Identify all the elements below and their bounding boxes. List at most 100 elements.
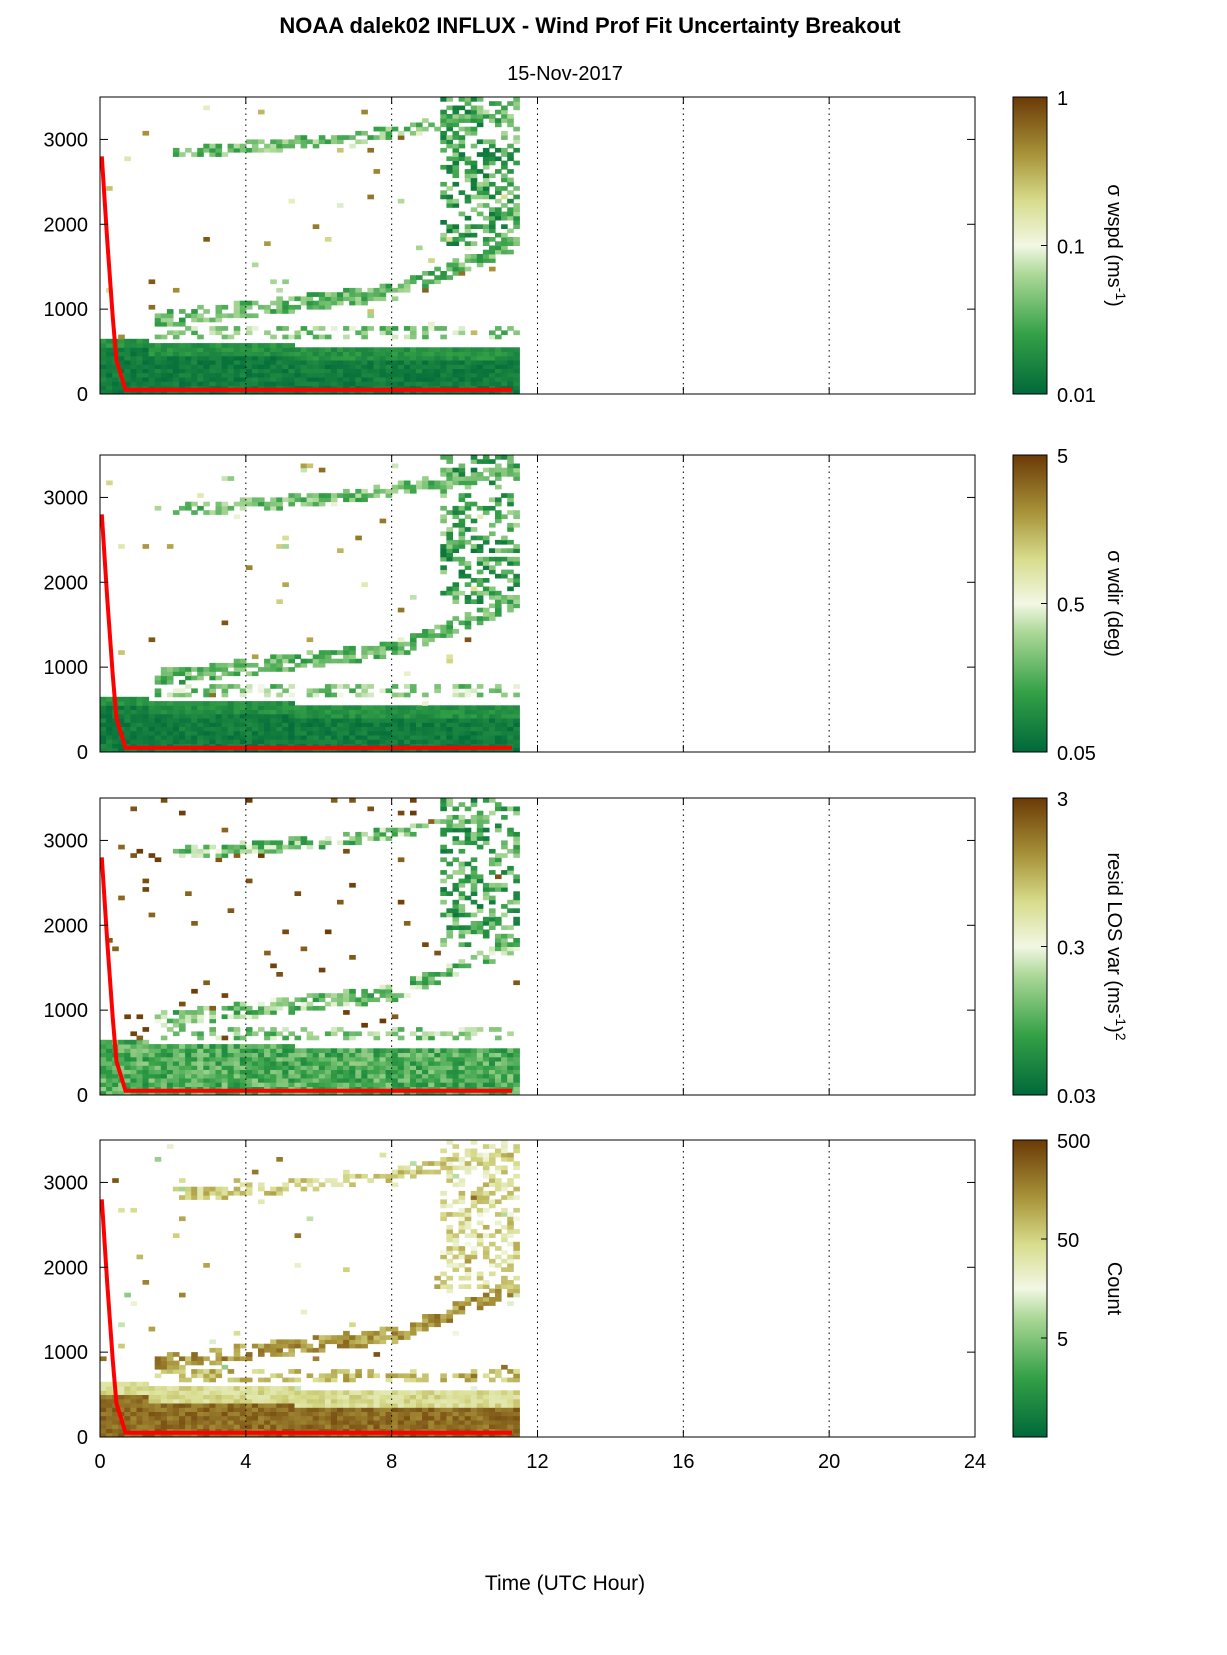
heatmap-cell	[489, 334, 496, 340]
heatmap-cell	[495, 514, 502, 520]
heatmap-cell	[215, 1090, 223, 1096]
heatmap-cell	[458, 569, 466, 575]
heatmap-cell	[410, 360, 417, 365]
heatmap-cell	[501, 368, 508, 374]
heatmap-cell	[197, 722, 204, 727]
heatmap-cell	[203, 147, 210, 153]
heatmap-cell	[209, 662, 216, 668]
heatmap-cell	[464, 1082, 472, 1087]
heatmap-cell	[476, 874, 484, 880]
heatmap-cell	[239, 1044, 247, 1049]
heatmap-cell	[337, 726, 344, 732]
heatmap-cell	[124, 355, 131, 361]
heatmap-cell	[428, 326, 435, 331]
heatmap-cell	[367, 296, 374, 302]
heatmap-cell	[324, 688, 332, 694]
heatmap-cell	[355, 692, 362, 698]
heatmap-cell	[434, 713, 441, 719]
heatmap-cell	[276, 1082, 283, 1087]
heatmap-cell	[452, 904, 460, 909]
heatmap-cell	[312, 1035, 320, 1041]
heatmap-cell	[166, 1390, 174, 1395]
heatmap-cell	[239, 722, 247, 727]
heatmap-cell	[470, 1078, 478, 1083]
heatmap-cell	[355, 1090, 362, 1096]
heatmap-cell	[495, 612, 502, 617]
heatmap-cell	[136, 1065, 144, 1070]
heatmap-cell	[318, 658, 326, 664]
heatmap-cell	[160, 675, 168, 681]
heatmap-cell	[489, 569, 496, 575]
heatmap-cell	[501, 946, 508, 952]
heatmap-cell	[464, 484, 472, 490]
heatmap-cell	[282, 360, 289, 365]
heatmap-cell	[118, 701, 125, 706]
heatmap-cell	[306, 739, 314, 744]
heatmap-cell	[197, 317, 204, 323]
heatmap-cell	[282, 364, 289, 369]
heatmap-cell	[233, 347, 241, 352]
heatmap-cell	[403, 726, 411, 732]
heatmap-cell	[215, 143, 223, 149]
heatmap-cell	[209, 1061, 216, 1066]
heatmap-cell	[440, 1065, 447, 1070]
heatmap-cell	[227, 1432, 235, 1438]
heatmap-cell	[166, 1386, 174, 1391]
heatmap-cell	[306, 718, 314, 723]
heatmap-cell	[458, 472, 466, 477]
heatmap-cell	[446, 552, 453, 558]
heatmap-cell	[130, 338, 137, 344]
heatmap-cell	[294, 1178, 302, 1183]
heatmap-cell	[434, 368, 441, 374]
heatmap-cell	[501, 472, 508, 477]
heatmap-cell	[306, 692, 314, 698]
heatmap-cell	[349, 326, 356, 331]
heatmap-cell	[270, 1044, 277, 1049]
heatmap-cell	[227, 381, 235, 386]
heatmap-cell	[227, 1394, 235, 1400]
heatmap-cell	[330, 139, 338, 145]
heatmap-cell	[221, 476, 229, 481]
heatmap-cell	[458, 232, 466, 238]
heatmap-cell	[324, 650, 332, 655]
heatmap-cell	[282, 730, 289, 736]
heatmap-cell	[440, 271, 447, 276]
heatmap-cell	[428, 381, 435, 386]
heatmap-cell	[513, 848, 520, 854]
heatmap-cell	[179, 317, 186, 323]
heatmap-cell	[501, 330, 508, 336]
heatmap-cell	[513, 544, 520, 549]
heatmap-cell	[428, 1078, 435, 1083]
heatmap-cell	[258, 360, 265, 365]
heatmap-cell	[179, 368, 186, 374]
heatmap-cell	[440, 713, 447, 719]
heatmap-cell	[324, 1411, 332, 1417]
heatmap-cell	[513, 207, 520, 212]
heatmap-cell	[312, 377, 320, 382]
heatmap-cell	[258, 355, 265, 361]
heatmap-cell	[452, 224, 460, 229]
heatmap-cell	[337, 139, 344, 145]
heatmap-cell	[118, 844, 125, 850]
heatmap-cell	[300, 1061, 308, 1066]
heatmap-cell	[476, 476, 484, 481]
heatmap-cell	[179, 1052, 186, 1058]
heatmap-cell	[482, 241, 490, 246]
heatmap-cell	[130, 389, 137, 395]
heatmap-cell	[434, 372, 441, 378]
heatmap-cell	[452, 548, 460, 553]
heatmap-cell	[112, 1065, 119, 1070]
heatmap-cell	[294, 747, 302, 753]
heatmap-cell	[221, 718, 229, 723]
heatmap-cell	[288, 701, 295, 706]
heatmap-cell	[464, 929, 472, 935]
heatmap-cell	[428, 484, 435, 490]
heatmap-cell	[452, 882, 460, 888]
heatmap-cell	[106, 372, 113, 378]
heatmap-cell	[300, 718, 308, 723]
heatmap-cell	[251, 1090, 259, 1096]
heatmap-cell	[452, 1061, 460, 1066]
heatmap-cell	[221, 1403, 229, 1408]
heatmap-cell	[403, 381, 411, 386]
heatmap-cell	[434, 684, 441, 689]
